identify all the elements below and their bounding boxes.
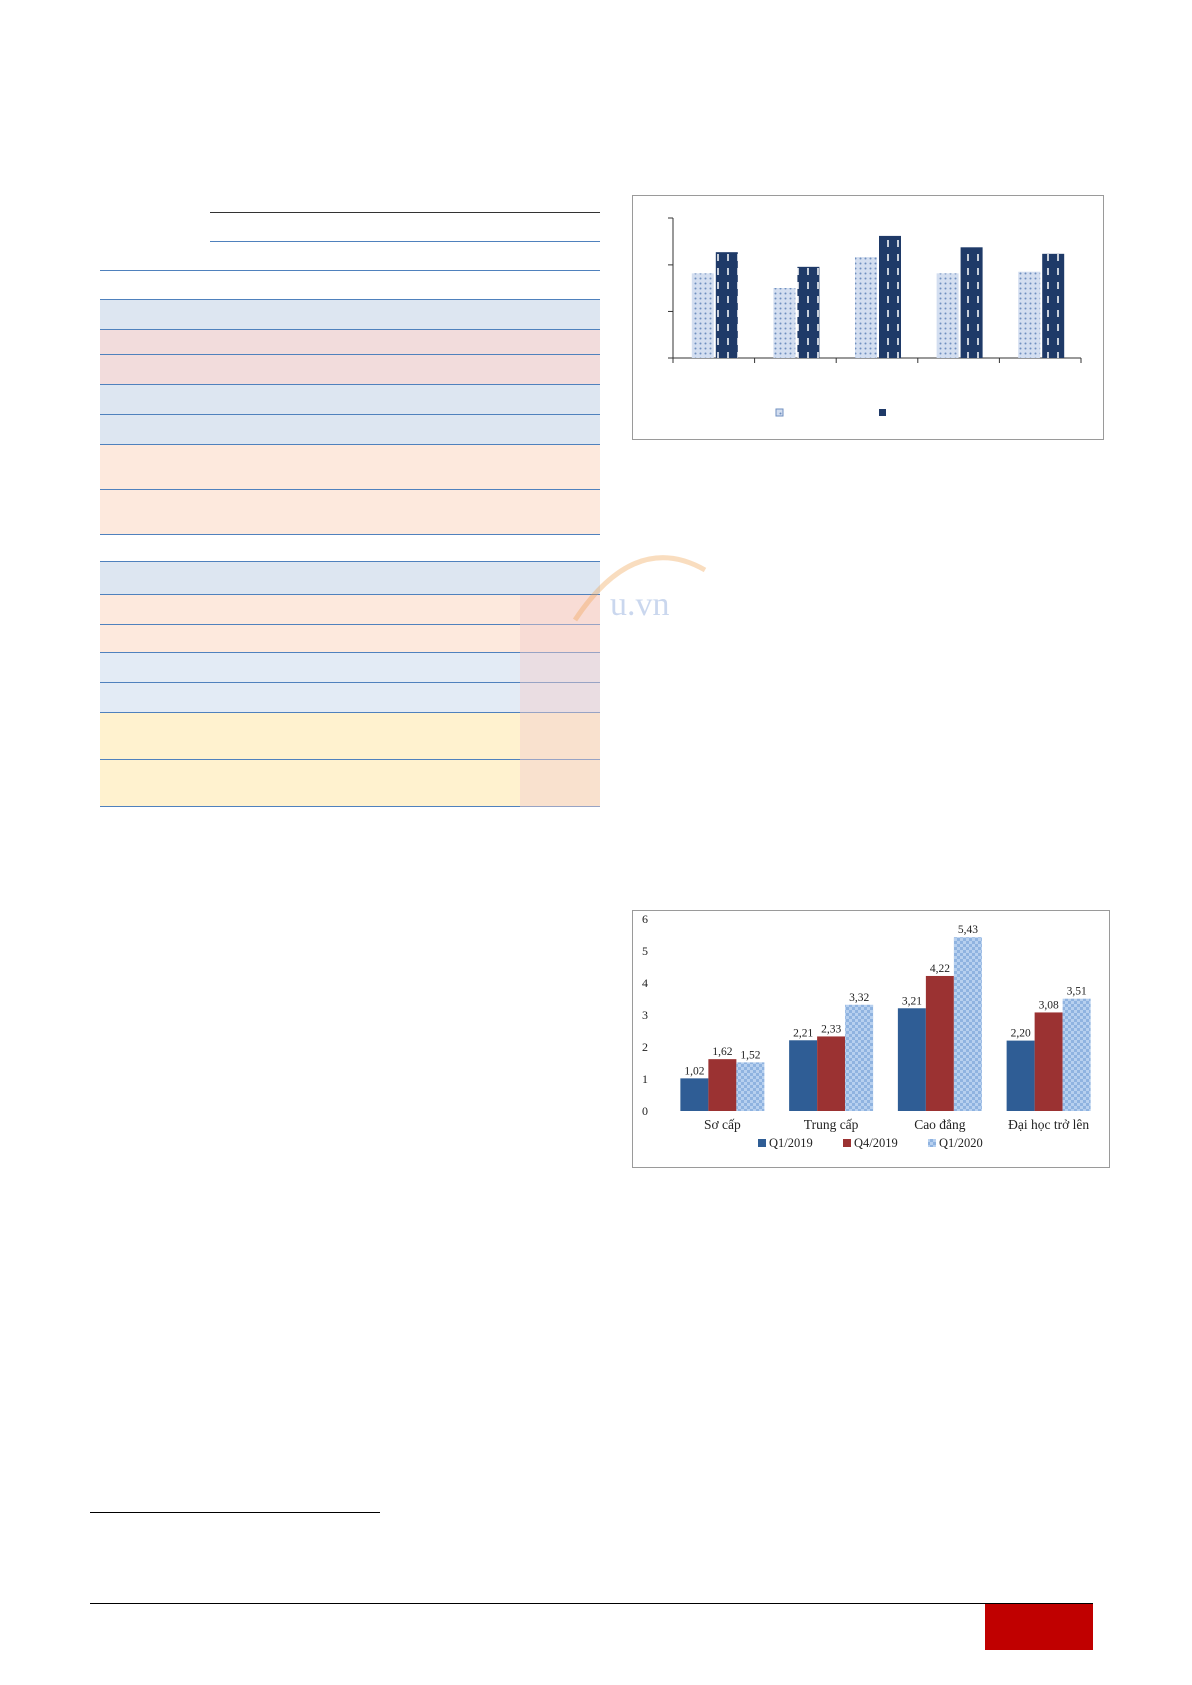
bar-Q1-2020: [953, 937, 982, 1111]
footnote-separator: [90, 1512, 380, 1513]
bar-Q4-2019: [1034, 1012, 1063, 1111]
bar-series-2: [960, 247, 983, 358]
table-rule: [210, 212, 600, 213]
legend-label: Q4/2019: [854, 1136, 898, 1150]
legend-swatch: [928, 1139, 936, 1147]
legend-swatch: [758, 1139, 766, 1147]
table-row: [100, 300, 600, 330]
bar-series-1: [1018, 271, 1041, 358]
data-label: 3,32: [849, 992, 869, 1004]
y-tick-label: 2: [642, 1040, 648, 1054]
y-tick-label: 1: [642, 1072, 648, 1086]
bar-Q1-2019: [1006, 1040, 1035, 1111]
table-row: [100, 653, 600, 683]
data-label: 3,08: [1039, 999, 1059, 1011]
bar-series-1: [936, 273, 959, 358]
bar-Q4-2019: [817, 1036, 846, 1111]
table-rule: [210, 241, 600, 242]
bar-series-2: [715, 252, 738, 358]
footer-rule: [90, 1603, 1093, 1604]
category-label: Sơ cấp: [704, 1117, 741, 1132]
y-tick-label: 6: [642, 912, 648, 926]
data-table: [100, 200, 600, 810]
table-row: [100, 713, 600, 760]
category-label: Đại học trở lên: [1008, 1117, 1089, 1132]
chart-1-plot: [668, 217, 1082, 417]
bar-Q1-2020: [1062, 998, 1091, 1111]
data-label: 3,21: [902, 995, 922, 1007]
table-row: [100, 683, 600, 713]
bar-Q4-2019: [925, 975, 954, 1111]
y-tick-label: 4: [642, 976, 648, 990]
table-row: [100, 415, 600, 445]
legend-label: Q1/2019: [769, 1136, 813, 1150]
table-row: [100, 445, 600, 490]
data-label: 3,51: [1067, 986, 1087, 998]
y-tick-label: 5: [642, 944, 648, 958]
bar-Q1-2019: [897, 1008, 926, 1111]
legend-swatch-series-1: [775, 408, 784, 417]
table-row: [100, 535, 600, 562]
chart-2-plot: 0 1 2 3 4 5 6 1,02 1,62 1,52 2,21 2,33 3,32 3,21 4,22…: [642, 912, 1091, 1150]
category-label: Cao đẳng: [914, 1117, 966, 1132]
bar-Q1-2020: [736, 1062, 765, 1111]
y-tick-label: 3: [642, 1008, 648, 1022]
data-label: 2,20: [1011, 1028, 1031, 1040]
chart-1: [632, 195, 1104, 440]
bar-Q1-2019: [789, 1040, 818, 1111]
table-row: [100, 270, 600, 300]
y-tick-label: 0: [642, 1104, 648, 1118]
table-row: [100, 760, 600, 807]
bar-series-1: [855, 257, 877, 358]
chart-2: 0 1 2 3 4 5 6 1,02 1,62 1,52 2,21 2,33 3,32 3,21 4,22…: [632, 910, 1110, 1168]
legend-swatch: [843, 1139, 851, 1147]
table-row: [100, 355, 600, 385]
table-row: [100, 330, 600, 355]
table-row: [100, 562, 600, 595]
watermark-text: u.vn: [610, 586, 670, 623]
page-number-badge: [985, 1604, 1093, 1650]
bar-Q1-2020: [845, 1004, 874, 1111]
bar-Q1-2019: [680, 1078, 709, 1111]
legend-label: Q1/2020: [939, 1136, 983, 1150]
bar-series-1: [773, 288, 796, 358]
data-label: 2,21: [793, 1027, 813, 1039]
bar-series-2: [1042, 253, 1065, 358]
table-row: [100, 490, 600, 535]
table-column-tint: [520, 595, 600, 807]
bar-Q4-2019: [708, 1059, 737, 1111]
data-label: 1,52: [740, 1049, 760, 1061]
table-row: [100, 625, 600, 653]
bar-series-2: [797, 266, 820, 358]
bar-series-2: [879, 235, 901, 358]
legend-swatch-series-2: [879, 409, 886, 416]
data-label: 4,22: [930, 963, 950, 975]
watermark-logo: u.vn: [572, 555, 707, 623]
table-row: [100, 385, 600, 415]
data-label: 2,33: [821, 1023, 841, 1035]
data-label: 1,62: [712, 1046, 732, 1058]
data-label: 1,02: [684, 1065, 704, 1077]
table-rule: [100, 270, 600, 271]
table-row: [100, 595, 600, 625]
data-label: 5,43: [958, 924, 978, 936]
bar-series-1: [691, 273, 714, 358]
category-label: Trung cấp: [804, 1117, 859, 1132]
